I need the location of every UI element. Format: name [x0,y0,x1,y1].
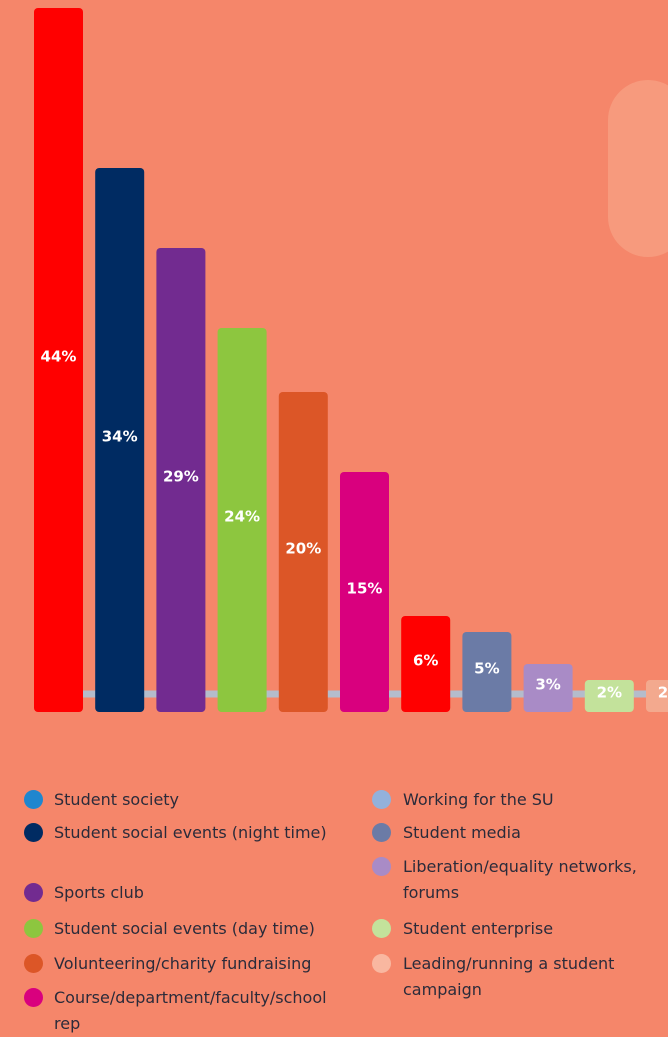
legend-swatch [372,954,391,973]
value-label: 5% [474,660,499,678]
chart: 44% 34% 29% 24% 20% 15% 6% 5% 3% 2% 2% [34,8,668,712]
legend-label: Volunteering/charity fundraising [54,954,312,973]
bar [401,616,451,712]
legend-label: Student enterprise [403,919,554,938]
bar [523,664,573,712]
value-label: 15% [347,580,383,598]
legend-swatch [24,883,43,902]
legend-label: Student social events (night time) [54,823,327,842]
watermark [608,80,668,257]
value-label: 29% [163,468,199,486]
bar [462,632,512,712]
value-label: 20% [285,540,321,558]
value-label: 2% [658,684,668,702]
legend-swatch [24,823,43,842]
legend-label: Sports club [54,883,144,902]
value-label: 44% [41,348,77,366]
legend-swatch [372,790,391,809]
legend-swatch [24,954,43,973]
bar [340,472,389,712]
legend-swatch [372,857,391,876]
bar [278,392,328,712]
value-label: 24% [224,508,260,526]
legend-label: Liberation/equality networks, forums [403,857,637,902]
bar [34,8,83,712]
legend-label: Student social events (day time) [54,919,315,938]
legend-swatch [372,823,391,842]
legend-label: Course/department/faculty/school rep [54,988,327,1033]
bar [156,248,206,712]
legend-swatch [24,790,43,809]
legend-swatch [24,988,43,1007]
legend-label: Working for the SU [403,790,554,809]
legend-label: Leading/running a student campaign [403,954,615,999]
bar [95,168,145,712]
legend-swatch [24,919,43,938]
bar [646,680,668,712]
legend-swatch [372,919,391,938]
value-label: 34% [102,428,138,446]
legend-label: Student media [403,823,521,842]
bar [217,328,267,712]
value-label: 6% [413,652,438,670]
value-label: 3% [535,676,560,694]
value-label: 2% [597,684,622,702]
legend-label: Student society [54,790,180,809]
bar [584,680,634,712]
